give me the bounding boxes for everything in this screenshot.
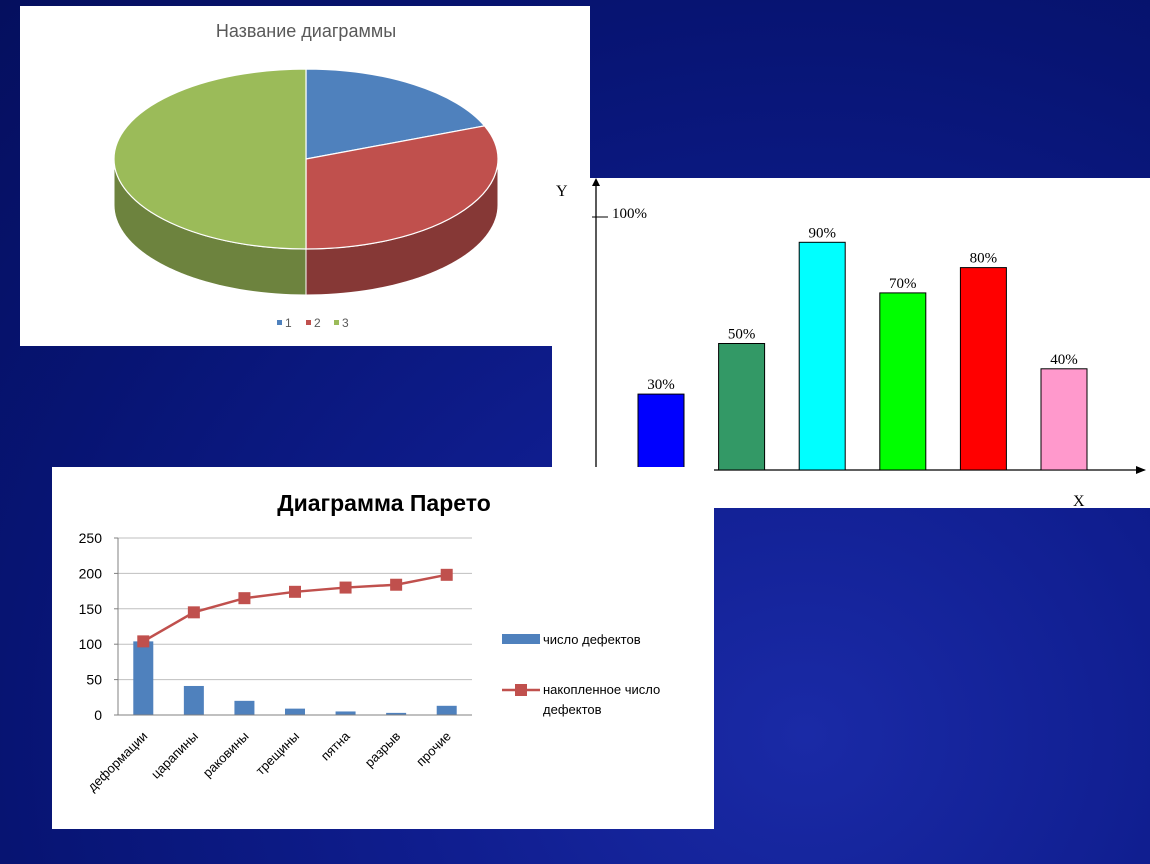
y-tick-label-100: 100 bbox=[79, 636, 103, 652]
pareto-bar-7 bbox=[436, 705, 457, 715]
y-tick-label-100: 100% bbox=[612, 206, 647, 222]
category-label-7: прочие bbox=[413, 729, 454, 770]
cumulative-point-1 bbox=[137, 635, 150, 648]
bar-3 bbox=[798, 241, 846, 471]
y-tick-label-150: 150 bbox=[79, 601, 103, 617]
bar-5 bbox=[959, 267, 1007, 471]
pareto-gridlines bbox=[118, 537, 472, 681]
pareto-chart: Диаграмма Парето 0 50 100 150 200 250 деформац… bbox=[79, 490, 661, 795]
bar-label-4: 70% bbox=[889, 276, 917, 292]
bar-label-3: 90% bbox=[808, 225, 836, 241]
pie-slice-3 bbox=[113, 68, 307, 250]
cumulative-point-3 bbox=[238, 592, 251, 605]
cumulative-point-4 bbox=[289, 585, 301, 598]
pie-legend-label-1: 1 bbox=[285, 316, 292, 330]
pareto-chart-panel: Диаграмма Парето 0 50 100 150 200 250 деформац… bbox=[52, 467, 714, 829]
bar-label-5: 80% bbox=[970, 251, 998, 267]
bar-label-2: 50% bbox=[728, 327, 756, 343]
bar-label-1: 30% bbox=[647, 377, 675, 393]
category-label-1: деформации bbox=[85, 729, 151, 795]
y-tick-label-200: 200 bbox=[79, 565, 103, 581]
pareto-bar-5 bbox=[335, 711, 356, 715]
legend-label-defects: число дефектов bbox=[543, 632, 641, 647]
pareto-bar-1 bbox=[133, 641, 154, 715]
bar-1 bbox=[637, 393, 685, 471]
pie-legend-label-2: 2 bbox=[314, 316, 321, 330]
y-tick-label-50: 50 bbox=[86, 672, 102, 688]
pie-slice-1 bbox=[305, 68, 486, 160]
category-label-5: пятна bbox=[318, 728, 354, 764]
legend-label-cumulative: накопленное число дефектов bbox=[543, 682, 660, 717]
pareto-bar-3 bbox=[234, 700, 255, 715]
x-axis-arrow bbox=[1136, 466, 1146, 474]
y-tick-label-250: 250 bbox=[79, 530, 103, 546]
cumulative-point-2 bbox=[187, 606, 200, 619]
legend-marker-cumulative bbox=[515, 684, 527, 696]
category-label-6: разрыв bbox=[362, 728, 404, 770]
pie-legend-swatch-1 bbox=[277, 320, 282, 325]
bar-label-6: 40% bbox=[1050, 352, 1078, 368]
cumulative-point-6 bbox=[390, 578, 403, 591]
pie-chart-panel: Название диаграммы 1 2 3 bbox=[20, 6, 590, 346]
percent-bar-chart: Y X 100% 30% 50% 90% 70% 80% 40% bbox=[556, 178, 1146, 508]
pareto-bar-6 bbox=[386, 712, 407, 715]
y-axis-arrow bbox=[592, 178, 600, 186]
bar-6 bbox=[1040, 368, 1088, 471]
pareto-chart-title: Диаграмма Парето bbox=[277, 490, 491, 516]
pie-slices bbox=[113, 68, 499, 250]
category-label-3: раковины bbox=[200, 729, 252, 781]
bar-4 bbox=[879, 292, 927, 471]
cumulative-point-7 bbox=[440, 568, 453, 581]
bar-2 bbox=[718, 343, 766, 471]
pareto-bar-4 bbox=[285, 708, 305, 715]
percent-bar-chart-panel: Y X 100% 30% 50% 90% 70% 80% 40% bbox=[552, 178, 1150, 508]
legend-swatch-defects bbox=[502, 634, 540, 644]
pie-chart-title: Название диаграммы bbox=[216, 21, 396, 41]
pie-chart: Название диаграммы 1 2 3 bbox=[113, 21, 499, 330]
x-axis-label: X bbox=[1073, 493, 1085, 508]
category-label-2: царапины bbox=[148, 729, 201, 782]
pie-slice-2 bbox=[305, 125, 499, 250]
cumulative-point-5 bbox=[339, 581, 352, 594]
pareto-legend: число дефектов накопленное число дефектов bbox=[502, 632, 660, 717]
category-label-4: трещины bbox=[253, 729, 302, 778]
pareto-bar-2 bbox=[183, 685, 204, 715]
pareto-cumulative-line bbox=[137, 568, 453, 648]
pie-legend-swatch-2 bbox=[306, 320, 311, 325]
y-axis-label: Y bbox=[556, 183, 568, 200]
bar-marks: 30% 50% 90% 70% 80% 40% bbox=[637, 225, 1088, 471]
pie-legend: 1 2 3 bbox=[277, 316, 349, 330]
pie-legend-label-3: 3 bbox=[342, 316, 349, 330]
y-tick-label-0: 0 bbox=[94, 707, 102, 723]
pie-legend-swatch-3 bbox=[334, 320, 339, 325]
pareto-bars bbox=[133, 641, 457, 715]
